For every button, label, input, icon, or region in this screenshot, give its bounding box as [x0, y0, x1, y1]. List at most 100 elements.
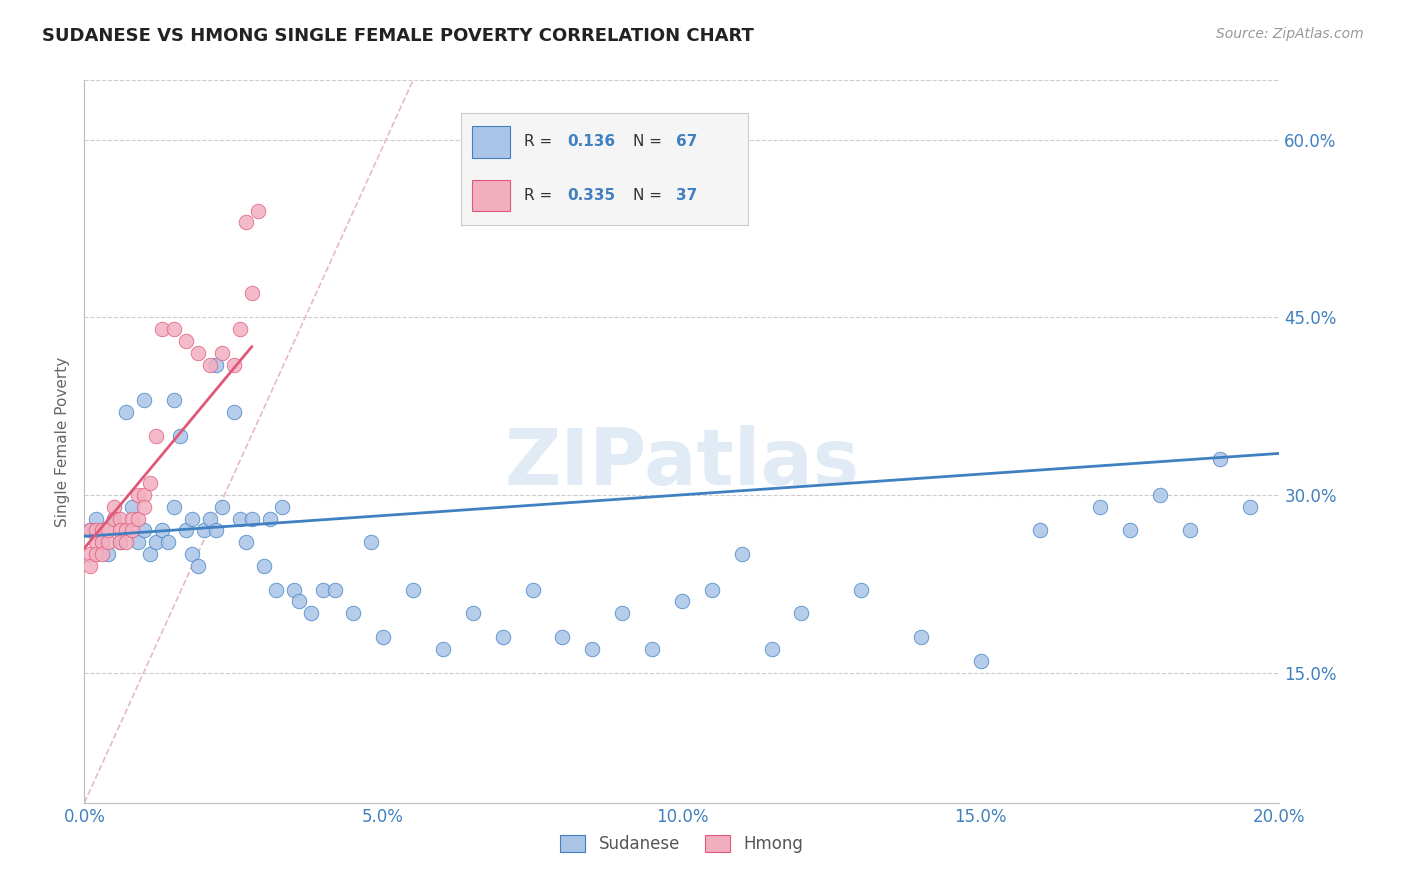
Point [198, 358, 221, 372]
Point [103, 511, 125, 525]
Point [1178, 524, 1201, 538]
Point [1239, 500, 1261, 514]
Point [240, 286, 263, 301]
Point [342, 607, 364, 621]
Point [110, 524, 132, 538]
Point [145, 428, 167, 442]
Point [91, 547, 114, 561]
Point [91, 535, 114, 549]
Point [731, 547, 754, 561]
Point [110, 535, 132, 549]
Point [115, 524, 138, 538]
Point [163, 393, 186, 408]
Point [91, 535, 114, 549]
Point [641, 641, 664, 656]
Point [132, 524, 156, 538]
Point [253, 558, 276, 573]
Point [163, 322, 186, 336]
Point [402, 582, 425, 597]
Text: Source: ZipAtlas.com: Source: ZipAtlas.com [1216, 27, 1364, 41]
Text: SUDANESE VS HMONG SINGLE FEMALE POVERTY CORRELATION CHART: SUDANESE VS HMONG SINGLE FEMALE POVERTY … [42, 27, 754, 45]
Point [1029, 524, 1052, 538]
Point [86, 511, 108, 525]
Point [325, 582, 347, 597]
Point [169, 428, 191, 442]
Point [181, 547, 204, 561]
Point [139, 547, 162, 561]
Point [288, 594, 311, 608]
Point [127, 511, 149, 525]
Point [127, 488, 149, 502]
Point [301, 607, 323, 621]
Point [373, 630, 395, 644]
Point [187, 345, 209, 359]
Point [79, 524, 101, 538]
Point [163, 500, 186, 514]
Point [671, 594, 693, 608]
Point [910, 630, 932, 644]
Point [132, 500, 156, 514]
Y-axis label: Single Female Poverty: Single Female Poverty [55, 357, 70, 526]
Point [86, 547, 108, 561]
Point [270, 500, 292, 514]
Point [139, 475, 162, 490]
Point [110, 511, 132, 525]
Point [211, 345, 233, 359]
Point [205, 358, 228, 372]
Point [150, 524, 173, 538]
Text: ZIPatlas: ZIPatlas [505, 425, 859, 501]
Point [174, 524, 197, 538]
Point [97, 524, 120, 538]
Point [193, 524, 215, 538]
Point [1090, 500, 1112, 514]
Point [360, 535, 382, 549]
Point [132, 393, 156, 408]
Point [121, 524, 143, 538]
Point [1209, 452, 1232, 467]
Point [174, 334, 197, 348]
Point [187, 558, 209, 573]
Point [79, 524, 101, 538]
Point [312, 582, 335, 597]
Point [700, 582, 723, 597]
Point [551, 630, 574, 644]
Point [581, 641, 603, 656]
Point [91, 524, 114, 538]
Point [432, 641, 454, 656]
Point [1149, 488, 1171, 502]
Point [86, 524, 108, 538]
Point [86, 535, 108, 549]
Point [522, 582, 544, 597]
Point [761, 641, 783, 656]
Point [79, 558, 101, 573]
Point [181, 511, 204, 525]
Point [205, 524, 228, 538]
Point [240, 511, 263, 525]
Point [228, 322, 252, 336]
Point [145, 535, 167, 549]
Point [97, 547, 120, 561]
Point [264, 582, 287, 597]
Point [97, 535, 120, 549]
Point [970, 654, 993, 668]
Point [492, 630, 515, 644]
Point [121, 500, 143, 514]
Point [157, 535, 180, 549]
Point [246, 203, 269, 218]
Point [222, 358, 245, 372]
Point [103, 500, 125, 514]
Point [115, 405, 138, 419]
Point [235, 535, 257, 549]
Point [115, 535, 138, 549]
Point [612, 607, 634, 621]
Legend: Sudanese, Hmong: Sudanese, Hmong [554, 828, 810, 860]
Point [79, 547, 101, 561]
Point [259, 511, 281, 525]
Point [132, 488, 156, 502]
Point [851, 582, 873, 597]
Point [1119, 524, 1142, 538]
Point [222, 405, 245, 419]
Point [127, 535, 149, 549]
Point [103, 511, 125, 525]
Point [121, 511, 143, 525]
